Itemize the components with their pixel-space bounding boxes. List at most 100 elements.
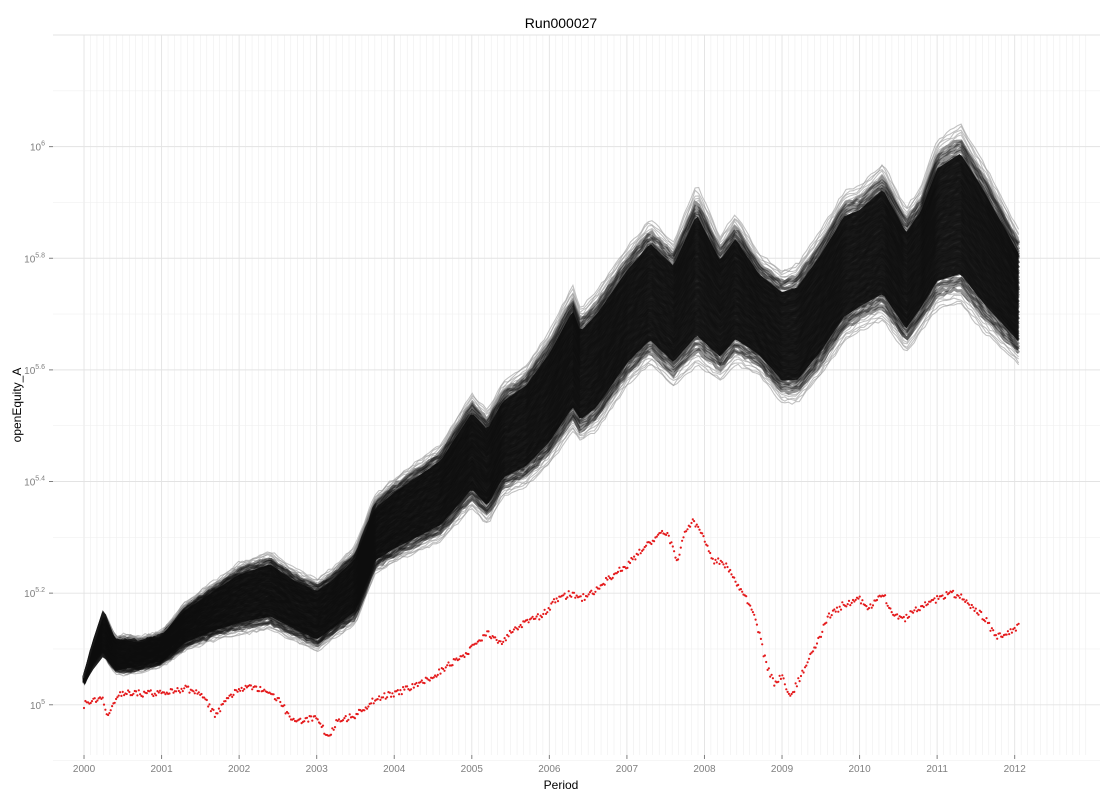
highlight-point xyxy=(598,587,601,590)
highlight-point xyxy=(976,612,979,615)
highlight-point xyxy=(135,690,138,693)
highlight-point xyxy=(313,715,317,718)
highlight-point xyxy=(729,568,732,572)
highlight-point xyxy=(875,598,879,602)
highlight-point xyxy=(458,658,461,661)
highlight-point xyxy=(462,654,465,657)
highlight-point xyxy=(530,617,533,620)
highlight-point xyxy=(299,717,302,720)
highlight-point xyxy=(132,692,135,695)
highlight-point xyxy=(594,590,597,593)
highlight-point xyxy=(239,689,242,692)
highlight-point xyxy=(412,686,415,689)
highlight-point xyxy=(674,556,677,559)
highlight-point xyxy=(388,691,391,694)
highlight-point xyxy=(193,692,196,695)
highlight-point xyxy=(826,615,829,618)
highlight-point xyxy=(695,523,698,526)
highlight-point xyxy=(90,700,94,703)
highlight-point xyxy=(871,604,875,607)
highlight-point xyxy=(638,548,641,551)
highlight-point xyxy=(367,705,370,708)
highlight-point xyxy=(231,695,234,699)
highlight-point xyxy=(556,600,560,603)
highlight-point xyxy=(689,525,692,528)
highlight-point xyxy=(499,640,502,643)
highlight-point xyxy=(958,596,961,599)
highlight-point xyxy=(661,529,664,533)
band-path xyxy=(82,154,1021,679)
highlight-point xyxy=(678,553,681,556)
highlight-point xyxy=(905,613,908,616)
highlight-point xyxy=(149,689,152,692)
highlight-point xyxy=(972,606,975,609)
highlight-point xyxy=(391,692,394,695)
highlight-point xyxy=(520,626,524,629)
highlight-point xyxy=(120,694,123,698)
highlight-point xyxy=(255,685,258,688)
highlight-point xyxy=(237,688,240,691)
highlight-point xyxy=(546,611,549,614)
band-path xyxy=(83,294,1019,685)
highlight-point xyxy=(745,595,748,598)
highlight-point xyxy=(127,689,130,692)
highlight-point xyxy=(384,697,387,700)
band-path xyxy=(82,280,1020,685)
highlight-point xyxy=(711,557,714,560)
highlight-point xyxy=(962,598,965,601)
highlight-point xyxy=(916,610,919,613)
highlight-point xyxy=(287,712,290,715)
highlight-point xyxy=(713,562,716,565)
band-path xyxy=(83,300,1020,684)
highlight-point xyxy=(341,719,345,722)
highlight-point xyxy=(241,689,244,692)
highlight-point xyxy=(667,534,670,537)
highlight-point xyxy=(782,677,785,680)
highlight-point xyxy=(534,617,537,620)
highlight-point xyxy=(378,695,381,698)
highlight-point xyxy=(739,588,743,591)
highlight-point xyxy=(777,680,780,683)
highlight-point xyxy=(1008,633,1011,636)
highlight-point xyxy=(363,709,366,712)
highlight-point xyxy=(217,707,220,710)
highlight-point xyxy=(681,539,684,542)
y-tick-exponent: 5.2 xyxy=(35,587,45,594)
highlight-point xyxy=(376,698,379,701)
highlight-point xyxy=(432,676,435,679)
highlight-point xyxy=(111,705,114,708)
highlight-point xyxy=(803,666,807,669)
highlight-point xyxy=(697,525,700,529)
highlight-point xyxy=(494,636,497,639)
highlight-point xyxy=(604,576,608,580)
highlight-point xyxy=(794,682,797,685)
highlight-point xyxy=(128,690,131,694)
highlight-point xyxy=(789,694,792,697)
highlight-point xyxy=(765,660,768,664)
highlight-point xyxy=(659,531,662,534)
highlight-point xyxy=(807,657,811,660)
highlight-point xyxy=(851,598,855,602)
highlight-point xyxy=(446,664,449,667)
highlight-point xyxy=(936,595,939,598)
highlight-point xyxy=(827,612,831,615)
highlight-point xyxy=(865,605,868,608)
highlight-point xyxy=(511,630,514,634)
highlight-point xyxy=(673,550,676,553)
highlight-point xyxy=(984,620,987,623)
band-path xyxy=(82,276,1020,684)
highlight-point xyxy=(164,693,167,696)
highlight-point xyxy=(944,596,947,600)
highlight-point xyxy=(495,638,498,642)
highlight-point xyxy=(244,684,247,687)
highlight-point xyxy=(303,720,306,723)
highlight-point xyxy=(703,540,706,543)
highlight-point xyxy=(957,594,960,597)
highlight-point xyxy=(1006,630,1010,633)
highlight-point xyxy=(157,691,160,694)
highlight-point xyxy=(575,594,578,597)
highlight-point xyxy=(587,593,590,596)
highlight-point xyxy=(536,613,540,616)
highlight-point xyxy=(438,668,441,671)
highlight-point xyxy=(263,688,266,691)
